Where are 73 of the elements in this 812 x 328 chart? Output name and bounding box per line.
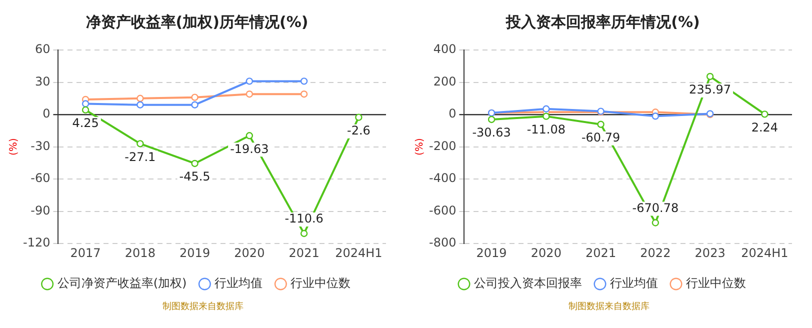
y-tick-label: 0 bbox=[448, 106, 456, 121]
legend-label: 行业中位数 bbox=[686, 276, 746, 290]
legend-label: 公司投入资本回报率 bbox=[474, 276, 582, 290]
y-tick-label: -30 bbox=[30, 138, 50, 153]
data-label: -60.79 bbox=[581, 130, 620, 144]
data-label: -670.78 bbox=[632, 200, 679, 215]
point bbox=[652, 112, 660, 120]
data-label: -2.6 bbox=[346, 123, 370, 138]
y-tick-label: -200 bbox=[429, 138, 456, 153]
y-tick-label: -600 bbox=[429, 203, 456, 218]
data-label: -30.63 bbox=[472, 126, 511, 140]
y-tick-label: -400 bbox=[429, 171, 456, 186]
x-tick-label: 2022 bbox=[640, 246, 671, 260]
x-tick-label: 2020 bbox=[234, 246, 265, 260]
x-tick-label: 2020 bbox=[530, 246, 562, 260]
data-label: -110.6 bbox=[284, 212, 324, 226]
point bbox=[706, 72, 714, 80]
legend-label: 公司净资产收益率(加权) bbox=[57, 276, 187, 290]
x-tick-label: 2019 bbox=[476, 246, 507, 260]
data-label: 2.24 bbox=[751, 120, 778, 134]
y-tick-label: -60 bbox=[30, 171, 50, 186]
point bbox=[597, 120, 604, 128]
point bbox=[300, 230, 308, 238]
point bbox=[300, 78, 308, 85]
data-label: -27.1 bbox=[124, 150, 156, 164]
chart-title: 净资产收益率(加权)历年情况(%) bbox=[86, 12, 308, 31]
point bbox=[136, 94, 144, 102]
point bbox=[136, 140, 144, 148]
point bbox=[542, 112, 550, 120]
legend-label: 行业均值 bbox=[214, 276, 263, 290]
data-label: 235.97 bbox=[689, 82, 732, 97]
point bbox=[246, 132, 254, 140]
point bbox=[761, 110, 768, 118]
y-tick-label: 30 bbox=[34, 74, 50, 88]
legend-label: 行业均值 bbox=[610, 276, 658, 290]
point bbox=[136, 101, 144, 108]
point bbox=[355, 114, 362, 121]
point bbox=[246, 90, 254, 98]
point bbox=[191, 94, 198, 101]
y-axis-title: (%) bbox=[8, 138, 20, 156]
x-tick-label: 2021 bbox=[586, 246, 616, 260]
x-tick-label: 2019 bbox=[180, 246, 210, 260]
data-label: 4.25 bbox=[72, 116, 99, 130]
y-tick-label: 60 bbox=[34, 42, 50, 56]
data-label: -45.5 bbox=[179, 170, 210, 184]
chart-title: 投入资本回报率历年情况(%) bbox=[505, 12, 700, 31]
point bbox=[82, 100, 90, 108]
point bbox=[542, 105, 550, 112]
point bbox=[191, 160, 198, 168]
point bbox=[191, 101, 198, 108]
x-tick-label: 2024H1 bbox=[335, 246, 382, 260]
x-tick-label: 2023 bbox=[694, 246, 726, 260]
y-tick-label: 400 bbox=[433, 42, 456, 56]
point bbox=[246, 78, 254, 85]
point bbox=[652, 219, 660, 226]
x-tick-label: 2018 bbox=[124, 246, 156, 260]
y-tick-label: 0 bbox=[42, 106, 50, 121]
y-tick-label: 200 bbox=[433, 74, 456, 88]
data-label: -19.63 bbox=[230, 142, 269, 156]
text: 制图数据来自数据库 bbox=[568, 300, 650, 313]
point bbox=[300, 90, 308, 98]
point bbox=[488, 116, 496, 124]
text: 制图数据来自数据库 bbox=[162, 300, 244, 313]
point bbox=[82, 106, 90, 114]
x-tick-label: 2021 bbox=[288, 246, 320, 260]
x-tick-label: 2017 bbox=[70, 246, 101, 260]
legend-label: 行业中位数 bbox=[290, 276, 351, 290]
data-label: -11.08 bbox=[526, 122, 566, 136]
y-tick-label: -90 bbox=[30, 203, 50, 218]
y-axis-title: (%) bbox=[414, 138, 426, 156]
x-tick-label: 2024H1 bbox=[741, 246, 788, 260]
y-tick-label: -120 bbox=[23, 236, 50, 250]
y-tick-label: -800 bbox=[429, 236, 456, 250]
